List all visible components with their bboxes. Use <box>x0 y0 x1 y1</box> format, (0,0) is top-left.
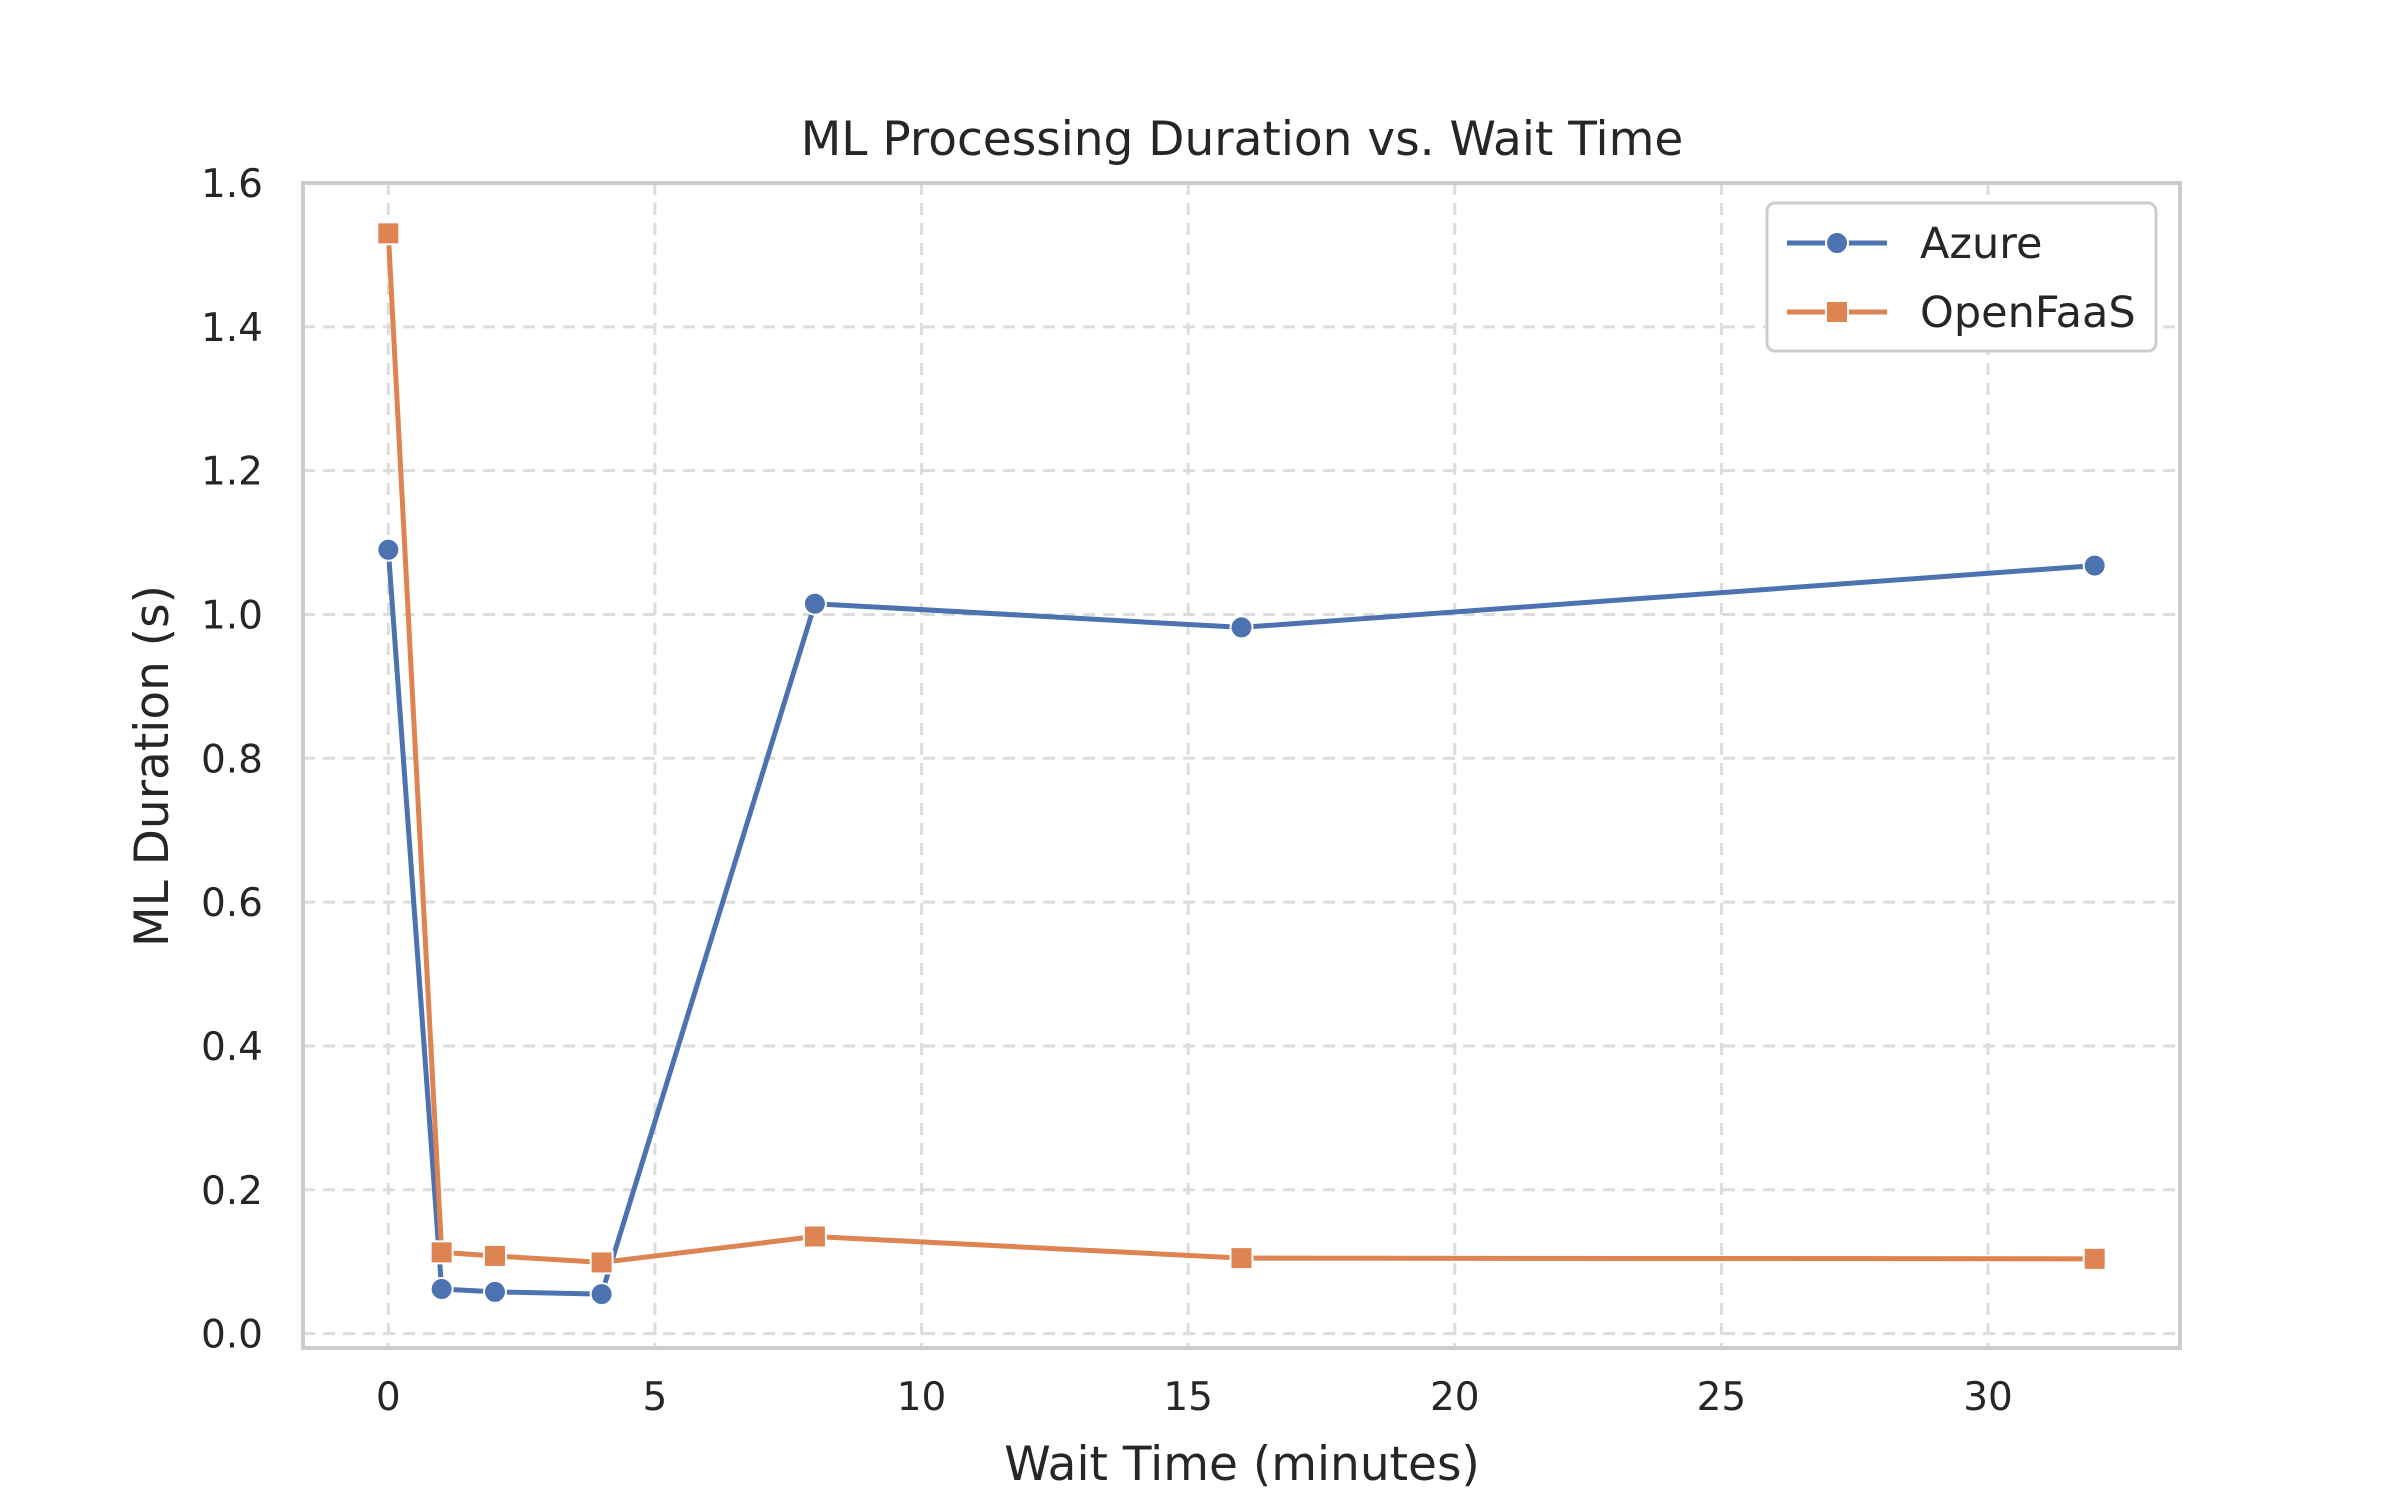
data-point-openfaas <box>429 1240 454 1265</box>
x-tick-label: 30 <box>1963 1375 2013 1420</box>
data-point-azure <box>482 1279 507 1304</box>
legend-label-openfaas: OpenFaaS <box>1920 288 2136 338</box>
y-tick-label: 1.4 <box>201 306 263 351</box>
data-point-azure <box>2082 553 2107 578</box>
legend: Azure OpenFaaS <box>1765 201 2158 353</box>
legend-item-azure: Azure <box>1787 219 2042 269</box>
data-point-azure <box>802 591 827 616</box>
data-point-azure <box>1229 615 1254 640</box>
y-tick-label: 0.2 <box>201 1169 263 1214</box>
x-tick-label: 20 <box>1430 1375 1480 1420</box>
data-point-openfaas <box>802 1224 827 1249</box>
y-tick-label: 1.6 <box>201 162 263 207</box>
data-point-azure <box>589 1282 614 1307</box>
data-point-azure <box>429 1277 454 1302</box>
data-point-openfaas <box>376 221 401 246</box>
data-point-openfaas <box>589 1250 614 1275</box>
data-point-openfaas <box>1229 1246 1254 1271</box>
x-axis-ticks: 0 5 10 15 20 25 30 <box>376 1375 2013 1420</box>
x-tick-label: 10 <box>897 1375 947 1420</box>
chart-title: ML Processing Duration vs. Wait Time <box>801 112 1684 167</box>
x-tick-label: 5 <box>643 1375 668 1420</box>
y-tick-label: 0.8 <box>201 737 263 782</box>
x-tick-label: 15 <box>1163 1375 1213 1420</box>
y-axis-ticks: 0.0 0.2 0.4 0.6 0.8 1.0 1.2 1.4 1.6 <box>201 162 263 1358</box>
y-tick-label: 0.0 <box>201 1313 263 1358</box>
y-tick-label: 1.2 <box>201 450 263 495</box>
legend-item-openfaas: OpenFaaS <box>1787 288 2136 338</box>
series-azure <box>376 537 2107 1307</box>
x-tick-label: 25 <box>1697 1375 1747 1420</box>
data-point-azure <box>376 537 401 562</box>
y-tick-label: 0.6 <box>201 881 263 926</box>
series-layer <box>376 221 2107 1307</box>
x-tick-label: 0 <box>376 1375 401 1420</box>
legend-marker-openfaas <box>1825 300 1849 324</box>
legend-label-azure: Azure <box>1920 219 2042 269</box>
series-openfaas <box>376 221 2107 1275</box>
data-point-openfaas <box>2082 1246 2107 1271</box>
y-tick-label: 0.4 <box>201 1025 263 1070</box>
y-axis-label: ML Duration (s) <box>125 585 180 947</box>
x-axis-label: Wait Time (minutes) <box>1004 1437 1480 1492</box>
data-point-openfaas <box>482 1243 507 1268</box>
y-tick-label: 1.0 <box>201 593 263 638</box>
legend-marker-azure <box>1825 231 1849 255</box>
plot-frame <box>301 181 2182 1350</box>
